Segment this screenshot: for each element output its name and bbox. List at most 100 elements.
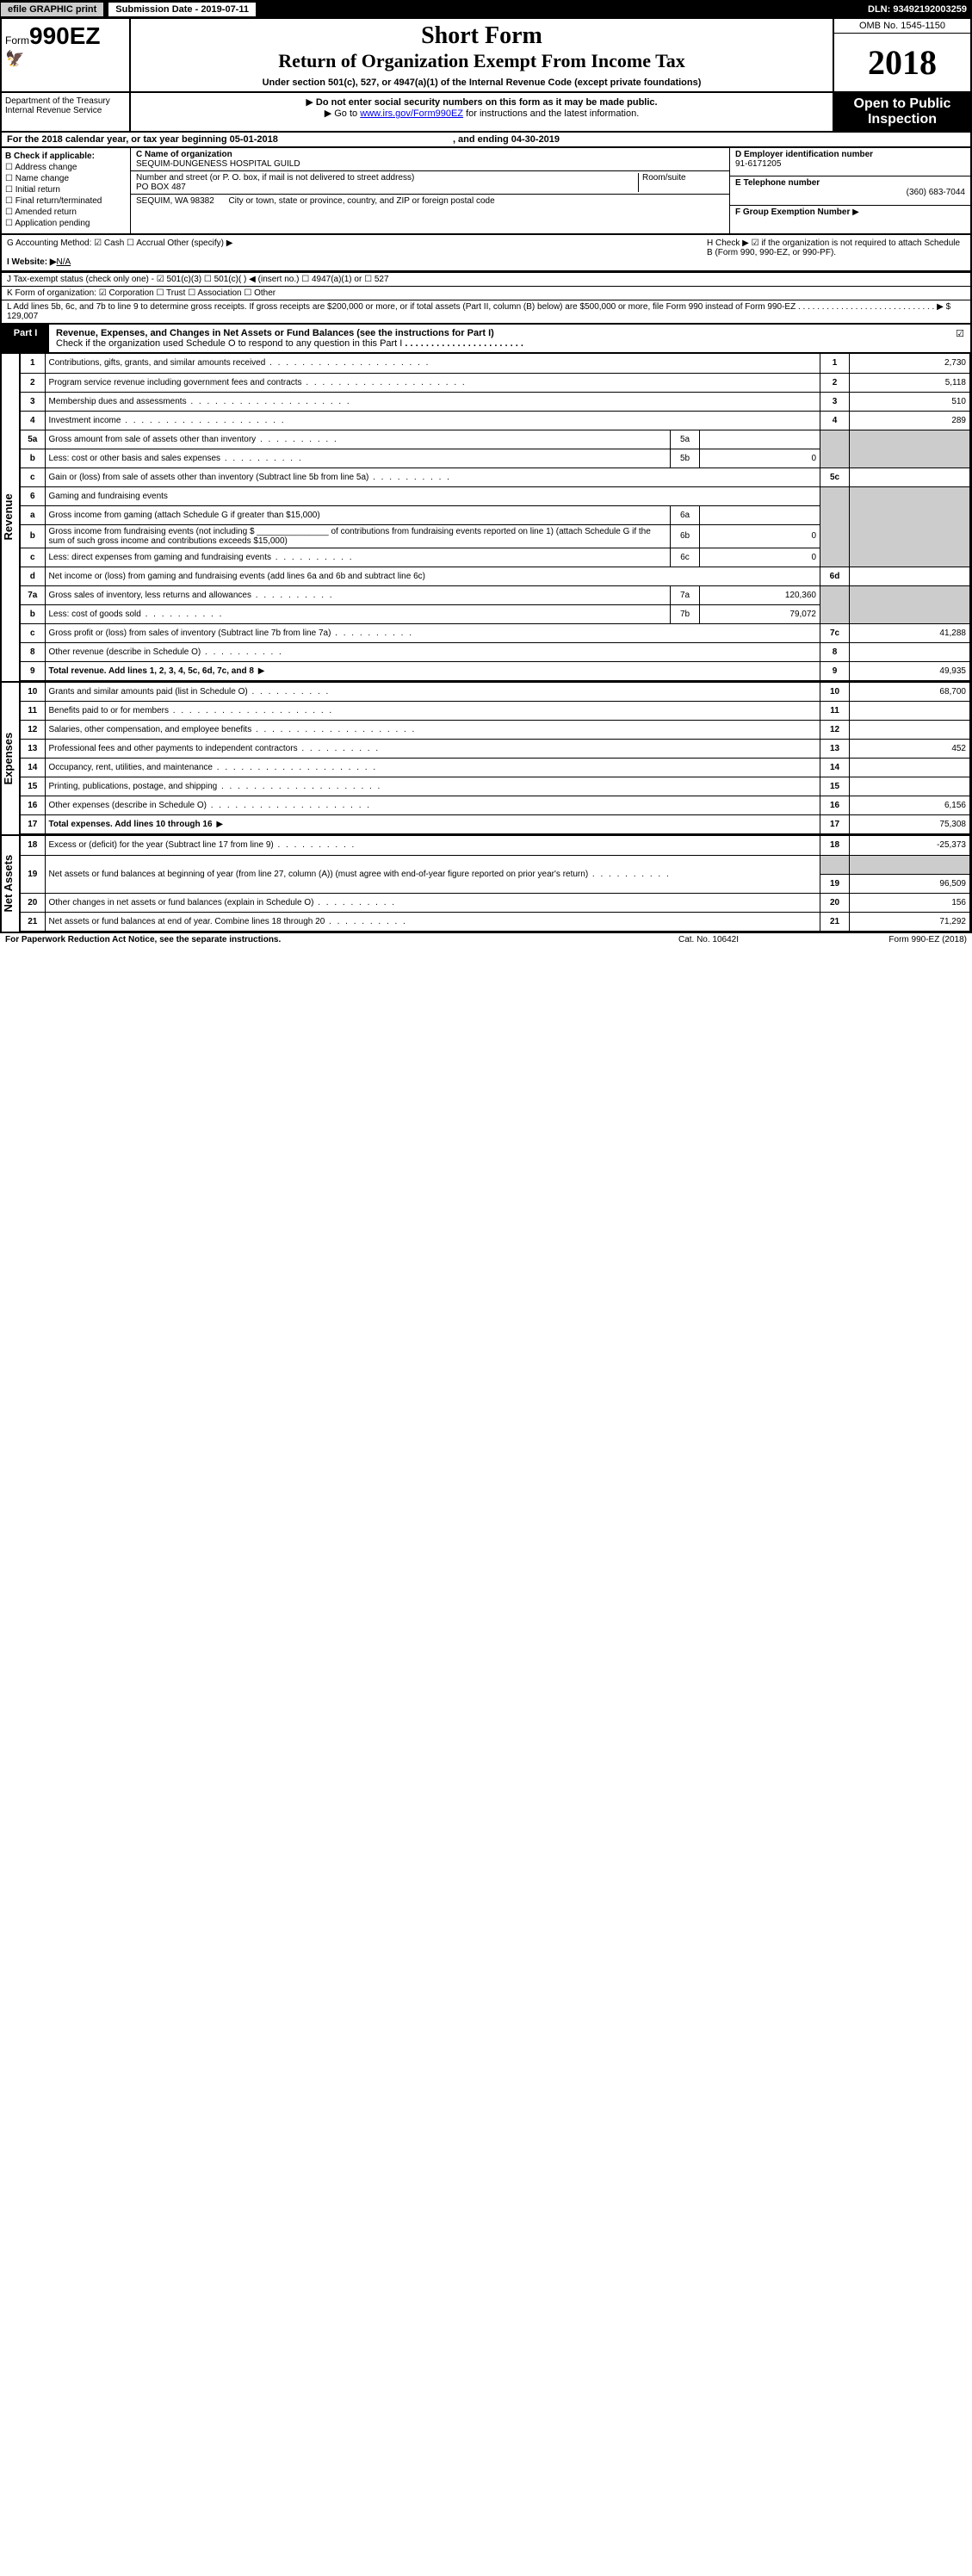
short-form-title: Short Form (138, 22, 826, 50)
street-label: Number and street (or P. O. box, if mail… (136, 173, 414, 183)
chk-amended[interactable]: Amended return (5, 207, 127, 217)
l13-rn: 13 (820, 740, 850, 759)
top-bar: efile GRAPHIC print Submission Date - 20… (0, 0, 972, 19)
l7b-num: b (21, 604, 45, 623)
chk-initial-return[interactable]: Initial return (5, 185, 127, 195)
section-def: D Employer identification number 91-6171… (729, 148, 970, 233)
l9-rv: 49,935 (850, 661, 970, 680)
irs-link[interactable]: www.irs.gov/Form990EZ (360, 108, 463, 119)
l3-rv: 510 (850, 392, 970, 411)
form-number: 990EZ (29, 22, 101, 49)
l6b-mv: 0 (700, 524, 820, 548)
l6b-num: b (21, 524, 45, 548)
l5c-desc: Gain or (loss) from sale of assets other… (45, 468, 820, 486)
efile-print-button[interactable]: efile GRAPHIC print (0, 2, 104, 17)
f-arrow: ▶ (852, 207, 859, 217)
chk-final-return[interactable]: Final return/terminated (5, 196, 127, 206)
l7b-desc: Less: cost of goods sold (45, 604, 671, 623)
return-title: Return of Organization Exempt From Incom… (138, 50, 826, 72)
footer-right: Form 990-EZ (2018) (795, 935, 967, 944)
dept-treasury: Department of the Treasury Internal Reve… (2, 93, 131, 131)
l7b-mn: 7b (671, 604, 700, 623)
chk-address-change[interactable]: Address change (5, 163, 127, 172)
footer-center: Cat. No. 10642I (622, 935, 795, 944)
l17-num: 17 (21, 815, 45, 834)
chk-name-change[interactable]: Name change (5, 174, 127, 183)
l6d-num: d (21, 567, 45, 585)
l15-rv (850, 777, 970, 796)
l13-num: 13 (21, 740, 45, 759)
l5ab-rv-shade (850, 430, 970, 468)
l6-num: 6 (21, 486, 45, 505)
l4-rn: 4 (820, 411, 850, 430)
chk-pending[interactable]: Application pending (5, 219, 127, 228)
l7a-desc: Gross sales of inventory, less returns a… (45, 585, 671, 604)
l18-desc: Excess or (deficit) for the year (Subtra… (45, 836, 820, 855)
header-right: OMB No. 1545-1150 2018 (833, 19, 970, 91)
l6-desc: Gaming and fundraising events (45, 486, 820, 505)
goto-pre: Go to (334, 108, 360, 119)
section-b: B Check if applicable: Address change Na… (2, 148, 131, 233)
l11-desc: Benefits paid to or for members (45, 702, 820, 721)
l6a-num: a (21, 505, 45, 524)
section-c: C Name of organization SEQUIM-DUNGENESS … (131, 148, 729, 233)
l6d-rv (850, 567, 970, 585)
l5b-mn: 5b (671, 449, 700, 468)
dept-label: Department of the Treasury (5, 96, 126, 106)
street: PO BOX 487 (136, 183, 186, 192)
l3-desc: Membership dues and assessments (45, 392, 820, 411)
l6a-desc: Gross income from gaming (attach Schedul… (45, 505, 671, 524)
netassets-label: Net Assets (2, 836, 21, 932)
l1-rv: 2,730 (850, 354, 970, 373)
l19-desc: Net assets or fund balances at beginning… (45, 855, 820, 893)
l6-rv-shade (850, 486, 970, 567)
l1-num: 1 (21, 354, 45, 373)
open-to-public: Open to Public Inspection (833, 93, 970, 131)
l7c-rv: 41,288 (850, 623, 970, 642)
line-i-label: I Website: ▶ (7, 257, 57, 267)
c-name-label: C Name of organization (136, 150, 232, 159)
l11-rv (850, 702, 970, 721)
l17-rn: 17 (820, 815, 850, 834)
do-not-enter: Do not enter social security numbers on … (316, 97, 658, 108)
expenses-section: Expenses 10Grants and similar amounts pa… (0, 683, 972, 837)
l1-rn: 1 (820, 354, 850, 373)
l16-rn: 16 (820, 796, 850, 815)
e-phone: (360) 683-7044 (907, 188, 965, 197)
page-footer: For Paperwork Reduction Act Notice, see … (0, 933, 972, 946)
l7a-mv: 120,360 (700, 585, 820, 604)
l2-rn: 2 (820, 373, 850, 392)
l15-desc: Printing, publications, postage, and shi… (45, 777, 820, 796)
part-i-tag: Part I (2, 325, 49, 352)
l16-desc: Other expenses (describe in Schedule O) (45, 796, 820, 815)
l7a-mn: 7a (671, 585, 700, 604)
l6a-mv (700, 505, 820, 524)
part-i-checkbox[interactable]: ☑ (950, 325, 970, 352)
l6c-desc: Less: direct expenses from gaming and fu… (45, 548, 671, 567)
l14-num: 14 (21, 759, 45, 777)
l7b-mv: 79,072 (700, 604, 820, 623)
e-label: E Telephone number (735, 178, 820, 188)
website-value: N/A (57, 257, 71, 267)
l14-rn: 14 (820, 759, 850, 777)
city-label: City or town, state or province, country… (228, 196, 494, 206)
b-label: B Check if applicable: (5, 152, 95, 161)
l7a-num: 7a (21, 585, 45, 604)
line-a-text: For the 2018 calendar year, or tax year … (7, 134, 278, 145)
l5ab-rn-shade (820, 430, 850, 468)
goto-post: for instructions and the latest informat… (463, 108, 639, 119)
meta-block: B Check if applicable: Address change Na… (0, 148, 972, 235)
l8-num: 8 (21, 642, 45, 661)
l21-num: 21 (21, 912, 45, 931)
l18-num: 18 (21, 836, 45, 855)
expenses-label: Expenses (2, 683, 21, 835)
room-label: Room/suite (642, 173, 686, 183)
l19-rn-shade (820, 855, 850, 874)
l19-rv: 96,509 (850, 874, 970, 893)
l2-rv: 5,118 (850, 373, 970, 392)
part-i-header: Part I Revenue, Expenses, and Changes in… (0, 325, 972, 354)
l19-rn: 19 (820, 874, 850, 893)
l15-rn: 15 (820, 777, 850, 796)
l20-rv: 156 (850, 893, 970, 912)
l19-num: 19 (21, 855, 45, 893)
